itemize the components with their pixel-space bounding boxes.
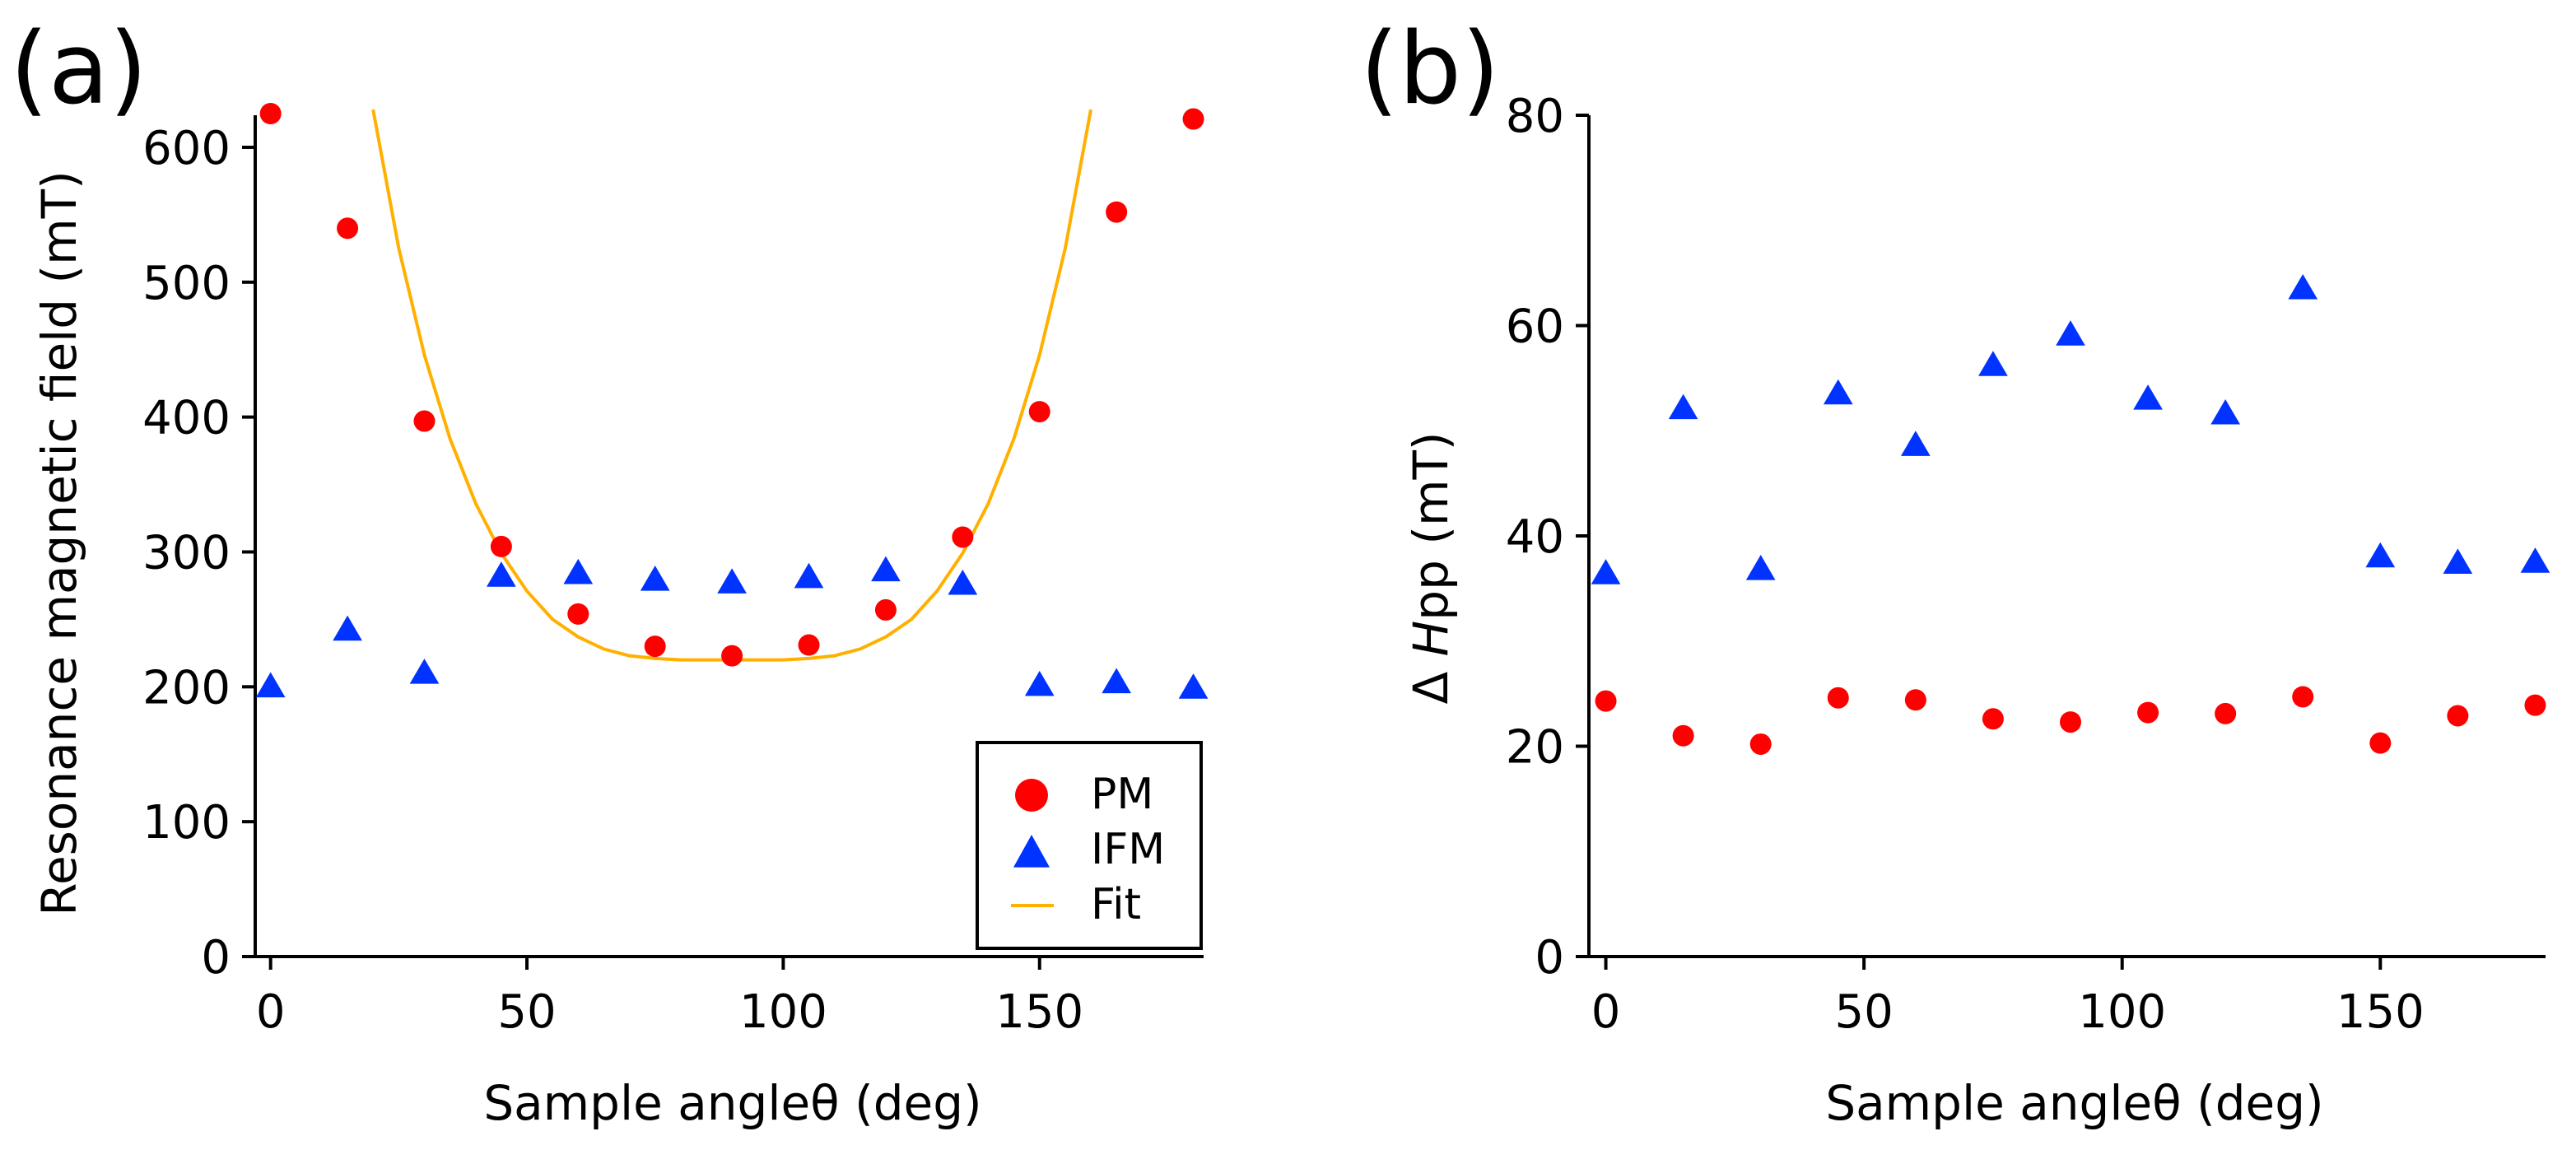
pm-point-30 <box>413 410 436 432</box>
x-tick-label: 150 <box>995 985 1083 1039</box>
legend-label-pm: PM <box>1091 770 1153 819</box>
panel-a-label: (a) <box>10 12 147 127</box>
x-tick-label: 100 <box>739 985 827 1039</box>
pm-point-30 <box>1749 733 1772 755</box>
legend-label-ifm: IFM <box>1091 825 1165 874</box>
panel-a-ticks: 0 50 100 150 0 100 200 300 400 500 600 <box>142 122 1083 1039</box>
ifm-point-135 <box>948 569 978 595</box>
legend-symbols <box>1011 779 1054 907</box>
ifm-point-90 <box>717 568 747 594</box>
legend-pm-symbol <box>1015 779 1048 812</box>
panel-a-axes <box>254 115 1204 958</box>
y-tick-label: 40 <box>1506 510 1564 564</box>
pm-point-180 <box>2524 694 2546 716</box>
ifm-point-120 <box>2210 398 2241 425</box>
legend: PM IFM Fit <box>976 741 1203 950</box>
panel-b: (b) 0 50 100 150 0 20 40 60 80 Sample angleθ (de… <box>1360 12 2550 1131</box>
panel-b-y-axis-title-suffix: pp (mT) <box>1403 431 1459 620</box>
y-tick-label: 0 <box>201 931 231 985</box>
y-tick-label: 100 <box>142 796 231 850</box>
x-tick-label: 0 <box>256 985 286 1039</box>
ifm-point-0 <box>1591 559 1621 584</box>
panel-b-y-axis-title-italic: H <box>1403 621 1459 657</box>
pm-point-165 <box>2447 705 2469 727</box>
ifm-point-90 <box>2056 320 2085 346</box>
ifm-point-0 <box>255 672 286 698</box>
y-tick-label: 500 <box>142 257 231 310</box>
ifm-point-75 <box>640 566 670 591</box>
ifm-point-75 <box>1978 351 2008 376</box>
y-tick-label: 20 <box>1506 721 1564 775</box>
pm-point-105 <box>2137 701 2159 724</box>
panel-b-label: (b) <box>1360 12 1500 127</box>
ifm-point-180 <box>1178 673 1209 699</box>
x-tick-label: 150 <box>2336 985 2425 1039</box>
pm-point-150 <box>1028 401 1050 423</box>
pm-point-90 <box>721 645 743 667</box>
pm-point-45 <box>1827 687 1849 709</box>
pm-point-165 <box>1106 201 1128 223</box>
panel-a-y-axis-title: Resonance magnetic field (mT) <box>31 170 87 915</box>
x-tick-label: 100 <box>2078 985 2166 1039</box>
panel-b-y-axis-title-prefix: Δ <box>1403 656 1459 704</box>
panel-a-marks <box>255 103 1209 699</box>
pm-point-0 <box>259 103 282 124</box>
y-tick-label: 80 <box>1506 90 1564 143</box>
ifm-point-45 <box>487 561 516 587</box>
pm-point-180 <box>1182 108 1204 130</box>
ifm-point-150 <box>1024 670 1055 696</box>
ifm-point-105 <box>2133 384 2163 410</box>
ifm-point-105 <box>794 562 824 589</box>
panel-b-y-axis-title: Δ Hpp (mT) <box>1403 431 1459 704</box>
ifm-point-165 <box>1102 668 1131 694</box>
panel-b-x-axis-title: Sample angleθ (deg) <box>1825 1075 2323 1131</box>
legend-label-fit: Fit <box>1091 880 1141 929</box>
pm-point-120 <box>874 598 897 621</box>
ifm-point-45 <box>1823 379 1853 405</box>
ifm-point-15 <box>1668 393 1698 420</box>
x-tick-label: 50 <box>497 985 556 1039</box>
ifm-point-60 <box>1900 431 1931 456</box>
ifm-point-60 <box>563 558 594 584</box>
pm-point-45 <box>490 535 512 557</box>
legend-ifm-symbol <box>1013 835 1050 868</box>
pm-point-75 <box>1982 708 2004 730</box>
ifm-point-30 <box>409 659 440 684</box>
ifm-point-15 <box>333 615 362 641</box>
panel-b-marks <box>1591 273 2550 755</box>
pm-point-120 <box>2215 702 2237 724</box>
x-tick-label: 50 <box>1834 985 1893 1039</box>
y-tick-label: 400 <box>142 392 231 445</box>
pm-point-15 <box>1672 724 1694 747</box>
y-tick-label: 600 <box>142 122 231 175</box>
pm-point-60 <box>1904 689 1926 711</box>
y-tick-label: 0 <box>1535 931 1564 985</box>
legend-box <box>976 741 1203 950</box>
x-tick-label: 0 <box>1591 985 1621 1039</box>
pm-point-60 <box>567 603 589 625</box>
ifm-point-150 <box>2365 542 2396 568</box>
ifm-point-120 <box>871 556 901 582</box>
y-tick-label: 200 <box>142 661 231 715</box>
y-tick-label: 300 <box>142 526 231 580</box>
pm-point-135 <box>2292 686 2314 708</box>
panel-a: (a) 0 50 100 150 0 100 200 300 400 500 600 Sample … <box>10 12 1209 1131</box>
y-tick-label: 60 <box>1506 300 1564 354</box>
ifm-point-135 <box>2288 273 2318 300</box>
ifm-point-180 <box>2520 547 2550 573</box>
pm-point-150 <box>2369 732 2392 754</box>
pm-point-90 <box>2060 711 2081 733</box>
ifm-point-165 <box>2443 548 2473 574</box>
pm-point-135 <box>952 526 974 548</box>
pm-point-105 <box>798 634 820 656</box>
panel-b-ticks: 0 50 100 150 0 20 40 60 80 <box>1506 90 2425 1039</box>
pm-point-0 <box>1595 690 1617 712</box>
pm-point-75 <box>644 636 666 658</box>
ifm-point-30 <box>1745 555 1776 580</box>
pm-point-15 <box>337 217 359 240</box>
panel-a-x-axis-title: Sample angleθ (deg) <box>483 1075 981 1131</box>
